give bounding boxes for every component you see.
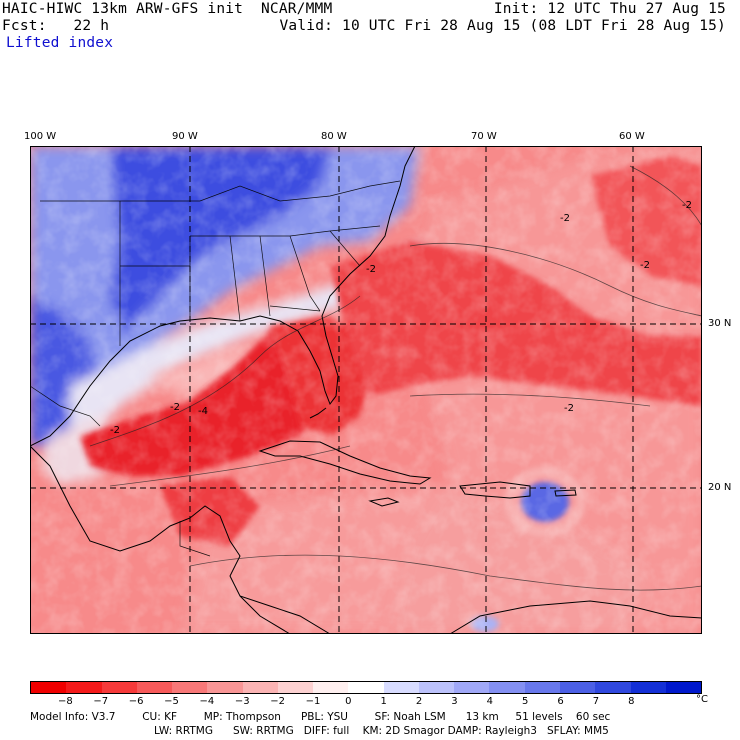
colorbar-swatch	[348, 682, 384, 693]
colorbar-tick-label: −3	[234, 696, 250, 707]
coastline-central-america	[239, 595, 291, 634]
colorbar-swatch	[489, 682, 525, 693]
colorbar-tick-label: 5	[521, 696, 529, 707]
init-time: Init: 12 UTC Thu 27 Aug 15	[493, 1, 726, 17]
colorbar-swatch	[313, 682, 349, 693]
colorbar-tick-label: 8	[628, 696, 635, 707]
colorbar-tick-label: 7	[592, 696, 600, 707]
colorbar-swatch	[172, 682, 208, 693]
colorbar-tick-label: 4	[486, 696, 493, 707]
border-states-4	[229, 235, 241, 322]
contour-label: -4	[198, 406, 208, 417]
coastline-cuba	[258, 440, 432, 485]
border-states-9	[329, 230, 361, 267]
colorbar-swatch	[665, 682, 702, 693]
colorbar-swatch	[418, 682, 455, 693]
contour-label: -2	[640, 260, 650, 271]
coastline-hispaniola	[459, 481, 531, 499]
coastline-florida-keys	[309, 407, 327, 419]
lon-label-80w: 80 W	[321, 131, 347, 142]
coastline-gulf	[30, 146, 416, 447]
colorbar-tick-label: −7	[93, 696, 109, 707]
contour-label: -2	[560, 213, 570, 224]
colorbar-tick-label: 2	[415, 696, 423, 707]
lon-label-70w: 70 W	[471, 131, 497, 142]
model-info-line2: LW: RRTMG SW: RRTMG DIFF: full KM: 2D Sm…	[154, 725, 609, 737]
coastline-south-america	[449, 600, 702, 634]
colorbar-swatch	[559, 682, 596, 693]
colorbar-unit: °C	[696, 694, 708, 705]
contour-label: -2	[682, 200, 692, 211]
border-states-6	[190, 225, 381, 237]
map-frame	[30, 146, 702, 634]
colorbar-tick-label: 0	[345, 696, 352, 707]
colorbar-tick-label: 1	[380, 696, 387, 707]
model-info-line1: Model Info: V3.7 CU: KF MP: Thompson PBL…	[30, 711, 611, 723]
contour-2	[109, 445, 351, 487]
lat-label-30n: 30 N	[708, 318, 732, 329]
colorbar-tick-label: −8	[57, 696, 73, 707]
contour-label: -2	[110, 425, 120, 436]
border-states-5	[259, 235, 271, 317]
border-states-7	[289, 235, 321, 312]
contour-5	[629, 165, 702, 227]
colorbar-swatch	[595, 682, 631, 693]
colorbar-swatch	[383, 682, 419, 693]
border-us-mexico	[30, 385, 101, 427]
colorbar-swatch	[136, 682, 173, 693]
contour-label: -2	[366, 264, 376, 275]
colorbar-tick-label: −2	[270, 696, 285, 707]
colorbar-swatch	[101, 682, 137, 693]
colorbar-swatch	[524, 682, 560, 693]
contour-label: -2	[564, 403, 574, 414]
border-states-1	[40, 180, 401, 202]
lon-label-60w: 60 W	[619, 131, 645, 142]
colorbar-swatch	[66, 682, 102, 693]
lon-label-100w: 100 W	[24, 131, 57, 142]
colorbar-swatch	[31, 682, 67, 693]
coastline-puerto-rico	[554, 489, 577, 497]
contour-1	[89, 295, 361, 447]
colorbar-tick-label: −6	[128, 696, 144, 707]
forecast-hour: Fcst: 22 h	[2, 18, 110, 34]
colorbar-swatch	[207, 682, 243, 693]
colorbar	[30, 681, 702, 694]
colorbar-tick-label: −5	[164, 696, 179, 707]
valid-time: Valid: 10 UTC Fri 28 Aug 15 (08 LDT Fri …	[279, 18, 726, 34]
field-name: Lifted index	[6, 35, 114, 51]
contour-label: -2	[170, 402, 180, 413]
colorbar-tick-label: 3	[451, 696, 458, 707]
model-title: HAIC-HIWC 13km ARW-GFS init NCAR/MMM	[2, 1, 333, 17]
colorbar-swatch	[630, 682, 666, 693]
colorbar-swatch	[242, 682, 278, 693]
contour-6	[189, 554, 702, 591]
colorbar-tick-label: −1	[305, 696, 321, 707]
lat-label-20n: 20 N	[708, 482, 732, 493]
colorbar-tick-label: −4	[199, 696, 215, 707]
colorbar-swatch	[454, 682, 490, 693]
border-states-8	[269, 305, 321, 312]
coastline-mexico	[30, 445, 331, 634]
lon-label-90w: 90 W	[172, 131, 198, 142]
border-guatemala	[179, 521, 211, 557]
coastline-jamaica	[368, 497, 400, 507]
contour-3	[409, 243, 702, 317]
lifted-index-map: -2 -2 -2 -2 -2 -4 -2 -2	[30, 146, 702, 634]
contour-4	[409, 393, 651, 407]
colorbar-tick-label: 6	[557, 696, 564, 707]
texture-overlay	[30, 146, 702, 634]
colorbar-swatch	[277, 682, 314, 693]
